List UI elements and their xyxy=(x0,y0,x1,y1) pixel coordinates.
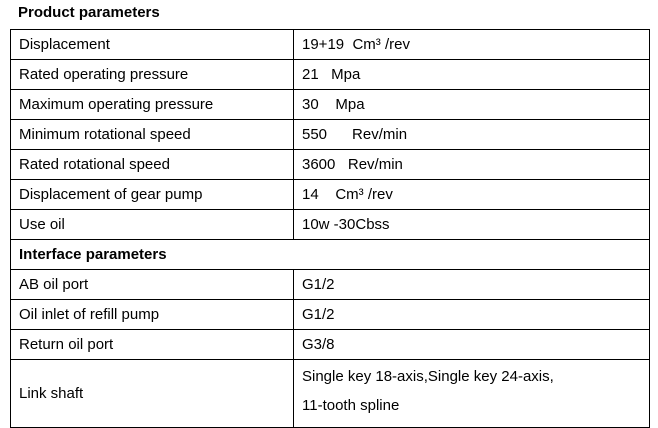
parameter-name: Rated rotational speed xyxy=(10,149,294,180)
parameter-value: G3/8 xyxy=(293,329,650,360)
value-line: Single key 18-axis,Single key 24-axis, xyxy=(302,368,554,385)
parameter-value: 14 Cm³ /rev xyxy=(293,179,650,210)
parameter-name: Maximum operating pressure xyxy=(10,89,294,120)
parameter-value: 30 Mpa xyxy=(293,89,650,120)
parameter-table: Displacement 19+19 Cm³ /rev Rated operatin… xyxy=(10,29,650,428)
parameter-name: Rated operating pressure xyxy=(10,59,294,90)
parameter-value: 3600 Rev/min xyxy=(293,149,650,180)
parameter-row: Maximum operating pressure 30 Mpa xyxy=(10,89,650,120)
parameter-row: AB oil port G1/2 xyxy=(10,269,650,300)
parameter-row: Link shaft Single key 18-axis,Single key … xyxy=(10,359,650,428)
parameter-row: Displacement 19+19 Cm³ /rev xyxy=(10,29,650,60)
parameter-value: 10w -30Cbss xyxy=(293,209,650,240)
parameter-name: Displacement of gear pump xyxy=(10,179,294,210)
parameter-value: G1/2 xyxy=(293,269,650,300)
parameter-name: Use oil xyxy=(10,209,294,240)
parameter-value: G1/2 xyxy=(293,299,650,330)
parameter-value: Single key 18-axis,Single key 24-axis, 11… xyxy=(293,359,650,428)
parameter-row: Displacement of gear pump 14 Cm³ /rev xyxy=(10,179,650,210)
parameter-row: Return oil port G3/8 xyxy=(10,329,650,360)
parameter-name: Return oil port xyxy=(10,329,294,360)
parameter-name: Minimum rotational speed xyxy=(10,119,294,150)
parameter-row: Use oil 10w -30Cbss xyxy=(10,209,650,240)
parameter-value: 21 Mpa xyxy=(293,59,650,90)
value-line: 11-tooth spline xyxy=(302,397,400,414)
section-row: Interface parameters xyxy=(10,239,650,270)
parameter-name: Oil inlet of refill pump xyxy=(10,299,294,330)
parameter-row: Oil inlet of refill pump G1/2 xyxy=(10,299,650,330)
parameter-row: Rated rotational speed 3600 Rev/min xyxy=(10,149,650,180)
parameter-name: AB oil port xyxy=(10,269,294,300)
parameter-value: 550 Rev/min xyxy=(293,119,650,150)
parameter-name: Displacement xyxy=(10,29,294,60)
section-title: Interface parameters xyxy=(10,239,650,270)
parameter-row: Rated operating pressure 21 Mpa xyxy=(10,59,650,90)
parameter-value: 19+19 Cm³ /rev xyxy=(293,29,650,60)
parameter-name: Link shaft xyxy=(10,359,294,428)
parameter-row: Minimum rotational speed 550 Rev/min xyxy=(10,119,650,150)
section-title: Product parameters xyxy=(18,4,160,21)
